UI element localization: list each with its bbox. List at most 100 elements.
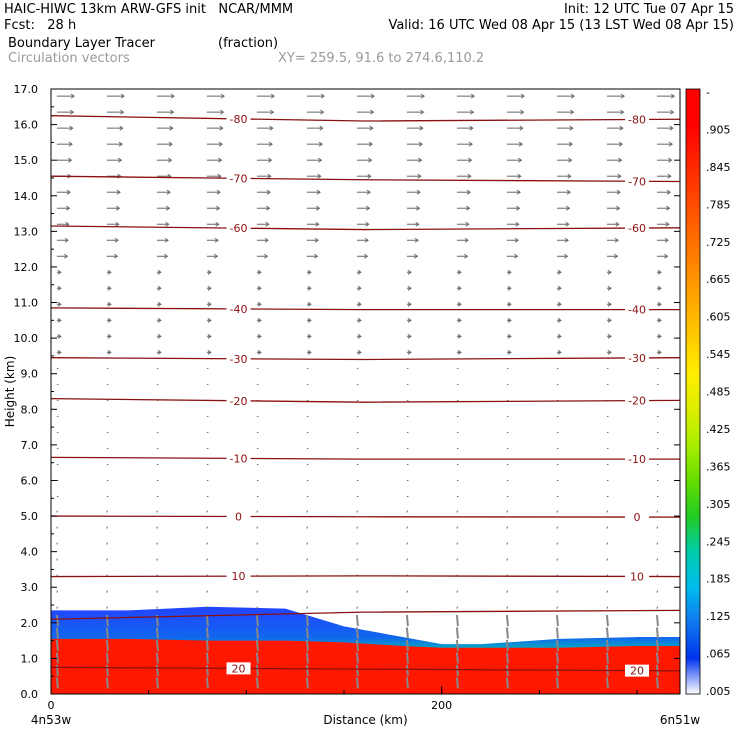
contour-label-bg xyxy=(226,570,251,583)
vector-arrow-head xyxy=(607,349,612,355)
contour-label-bg xyxy=(625,453,650,466)
y-tick-label: 3.0 xyxy=(21,581,39,594)
vector-arrow-head xyxy=(57,285,62,291)
vector-arrow xyxy=(205,614,209,627)
vector-arrow xyxy=(105,652,109,664)
vector-arrow xyxy=(405,627,409,639)
vector-arrow xyxy=(505,677,509,689)
colorbar-label: .245 xyxy=(706,535,731,548)
circulation-vectors xyxy=(55,93,676,689)
vector-arrow-head xyxy=(565,221,570,227)
vector-arrow-head xyxy=(220,109,225,115)
vector-arrow-head xyxy=(307,301,312,307)
vector-arrow-head xyxy=(257,317,262,323)
y-tick-label: 16.0 xyxy=(14,119,39,132)
vector-arrow-head xyxy=(557,317,562,323)
vector-arrow-head xyxy=(66,205,71,211)
vector-arrow-head xyxy=(507,269,512,275)
vector-arrow-head xyxy=(157,285,162,291)
vector-arrow-head xyxy=(107,349,112,355)
y-tick-label: 6.0 xyxy=(21,474,39,487)
vector-arrow-head xyxy=(368,141,373,147)
vector-arrow-head xyxy=(618,141,624,147)
vector-arrow xyxy=(456,606,458,609)
vector-arrow xyxy=(106,526,108,529)
vector-arrow xyxy=(405,677,409,689)
vector-arrow xyxy=(356,510,358,513)
vector-arrow-head xyxy=(266,205,271,211)
colorbar-label: .845 xyxy=(706,161,731,174)
contour-label: 20 xyxy=(232,662,246,675)
contour-label: -40 xyxy=(628,304,646,317)
vector-arrow-head xyxy=(166,205,171,211)
vector-arrow xyxy=(456,590,458,593)
vector-arrow-head xyxy=(157,317,162,323)
contour-label-bg xyxy=(226,222,251,235)
vector-arrow-head xyxy=(66,189,71,195)
vector-arrow-head xyxy=(657,349,662,355)
vector-arrow xyxy=(656,510,658,513)
vector-arrow xyxy=(255,652,259,664)
vector-arrow-head xyxy=(307,349,312,355)
temperature-contour xyxy=(50,397,681,403)
y-tick-label: 8.0 xyxy=(21,403,39,416)
vector-arrow-head xyxy=(218,157,223,163)
vector-arrow-head xyxy=(207,269,212,275)
vectors-label: Circulation vectors xyxy=(8,51,130,66)
vector-arrow xyxy=(606,542,608,545)
vector-arrow xyxy=(556,526,558,529)
vector-arrow-head xyxy=(370,109,375,115)
vector-arrow-head xyxy=(357,285,362,291)
contour-label-bg xyxy=(226,172,251,185)
temperature-contour xyxy=(50,357,681,361)
vector-arrow-head xyxy=(266,189,271,195)
vector-arrow-head xyxy=(418,141,423,147)
vector-arrow-head xyxy=(668,157,673,163)
y-tick-label: 4.0 xyxy=(21,546,39,559)
vector-arrow xyxy=(105,627,109,639)
y-tick-label: 5.0 xyxy=(21,510,39,523)
vector-arrow xyxy=(56,558,58,561)
vector-arrow-head xyxy=(666,205,671,211)
vector-arrow xyxy=(455,627,459,639)
vector-arrow-head xyxy=(317,173,322,179)
vector-arrow-head xyxy=(568,141,574,147)
vector-arrow-head xyxy=(107,301,112,307)
vector-arrow-head xyxy=(264,237,269,243)
vector-arrow xyxy=(206,526,208,529)
vector-arrow-head xyxy=(165,221,170,227)
vector-arrow xyxy=(255,664,259,676)
vector-arrow-head xyxy=(517,173,522,179)
right-endpoint-label: 6n51w xyxy=(660,713,701,727)
colorbar-label: .785 xyxy=(706,198,731,211)
vector-arrow xyxy=(455,677,459,689)
colorbar-label: .545 xyxy=(706,348,731,361)
vector-arrow xyxy=(106,510,108,513)
vector-arrow-head xyxy=(366,189,371,195)
vector-arrow xyxy=(156,510,158,513)
temperature-contour xyxy=(50,225,681,231)
vector-arrow-head xyxy=(664,253,669,259)
vector-arrow xyxy=(155,639,159,652)
vector-arrow xyxy=(156,558,158,561)
vector-arrow xyxy=(456,510,458,513)
vector-arrow xyxy=(406,542,408,545)
vector-arrow-head xyxy=(570,93,576,99)
vector-arrow-head xyxy=(657,333,662,339)
temperature-contour xyxy=(50,456,680,460)
vector-arrow xyxy=(206,606,208,609)
vector-arrow xyxy=(105,664,109,676)
vector-arrow xyxy=(506,558,508,561)
vector-arrow xyxy=(605,614,609,627)
vector-arrow-head xyxy=(107,269,112,275)
vector-arrow-head xyxy=(318,141,323,147)
contour-label-bg xyxy=(226,510,251,523)
vector-arrow-head xyxy=(216,189,221,195)
vector-arrow-head xyxy=(518,157,523,163)
vector-arrow-head xyxy=(157,349,162,355)
vector-arrow xyxy=(55,677,59,689)
vector-arrow-head xyxy=(514,253,519,259)
vector-arrow-head xyxy=(470,93,476,99)
vector-arrow-head xyxy=(214,237,219,243)
